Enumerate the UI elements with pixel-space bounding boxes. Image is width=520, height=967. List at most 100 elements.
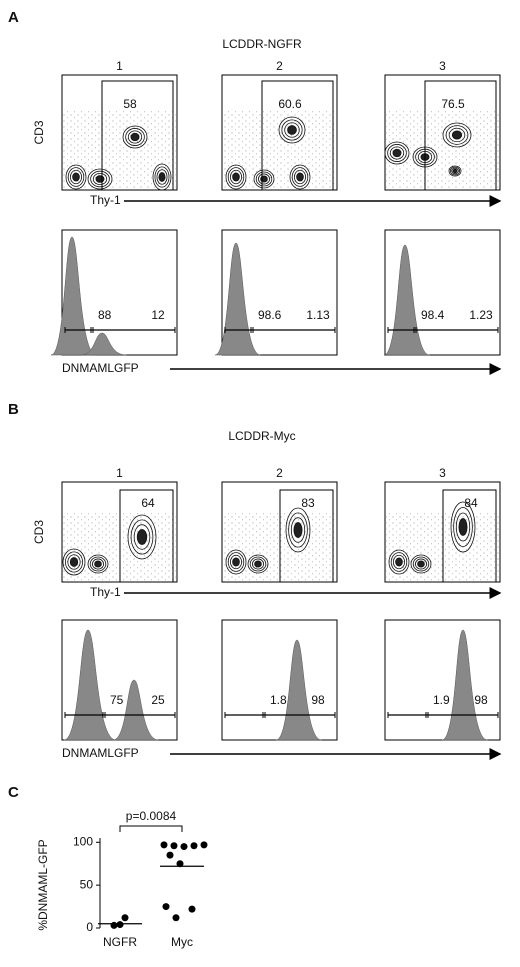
p-value: p=0.0084 <box>126 809 177 823</box>
sample-label: 3 <box>439 466 446 480</box>
data-point <box>172 914 180 922</box>
hist-right-value: 25 <box>151 693 165 707</box>
contour <box>229 554 242 570</box>
contour <box>255 171 273 187</box>
contour <box>296 172 304 182</box>
contour <box>225 549 247 575</box>
contour <box>388 549 410 575</box>
hist-left-value: 88 <box>98 308 112 322</box>
gate-value: 76.5 <box>441 97 465 111</box>
contour <box>291 167 309 187</box>
contour <box>293 522 303 538</box>
dot-plot-events <box>386 109 499 189</box>
contour <box>87 554 109 574</box>
gate <box>279 489 334 583</box>
data-point <box>176 860 184 868</box>
sample-label: 2 <box>276 466 283 480</box>
contour <box>452 168 458 174</box>
contour <box>130 519 154 555</box>
histogram-peak <box>383 244 430 356</box>
hist-right-value: 98 <box>474 693 488 707</box>
contour <box>453 507 473 547</box>
hist-right-value: 98 <box>311 693 325 707</box>
contour <box>154 166 170 188</box>
gate <box>119 489 174 583</box>
gate-value: 58 <box>123 97 137 111</box>
contour <box>450 501 476 553</box>
hist-left-value: 1.9 <box>433 693 450 707</box>
contour <box>392 148 402 158</box>
contour <box>289 164 311 190</box>
panel-letter: B <box>8 401 19 418</box>
contour <box>412 556 430 572</box>
contour <box>67 554 81 570</box>
contour <box>225 164 247 190</box>
contour <box>281 119 303 141</box>
contour <box>384 141 410 165</box>
contour <box>158 172 166 182</box>
contour <box>395 557 403 567</box>
contour <box>130 132 140 142</box>
contour <box>136 529 148 545</box>
histogram-peak <box>441 629 488 741</box>
hist-left-value: 98.4 <box>421 308 445 322</box>
contour <box>94 560 102 568</box>
sample-label: 2 <box>276 59 283 73</box>
contour <box>449 166 461 176</box>
contour <box>227 167 245 187</box>
contour <box>253 169 275 189</box>
y-tick-label: 0 <box>86 920 93 934</box>
contour <box>65 164 87 190</box>
y-tick-label: 50 <box>80 877 94 891</box>
contour <box>62 548 86 576</box>
contour <box>448 127 466 143</box>
contour <box>122 125 148 149</box>
data-point <box>116 921 124 929</box>
gate <box>261 80 334 191</box>
hist-left-value: 1.8 <box>270 693 287 707</box>
contour <box>127 130 143 144</box>
panel-title: LCDDR-Myc <box>228 429 295 443</box>
data-point <box>166 851 174 859</box>
data-point <box>170 842 178 850</box>
histogram-peak <box>112 679 159 741</box>
sample-label: 1 <box>116 466 123 480</box>
x-axis-label: Thy-1 <box>90 585 121 599</box>
contour <box>156 169 168 185</box>
data-point <box>180 843 188 851</box>
gate <box>442 489 497 583</box>
histogram-peak <box>50 236 97 356</box>
contour <box>90 170 110 188</box>
contour <box>249 556 267 572</box>
contour <box>229 169 242 185</box>
contour <box>455 512 471 542</box>
data-point <box>188 905 196 913</box>
y-axis-label: %DNMAML-GFP <box>36 839 50 930</box>
histogram-frame <box>384 619 501 741</box>
hist-right-value: 1.23 <box>469 308 493 322</box>
contour <box>392 554 405 570</box>
contour <box>127 514 157 560</box>
contour <box>284 122 300 138</box>
contour <box>293 169 306 185</box>
contour <box>458 518 468 536</box>
y-axis-label: CD3 <box>32 520 46 544</box>
contour <box>69 557 79 567</box>
contour <box>92 558 105 570</box>
hist-left-value: 98.6 <box>258 308 282 322</box>
contour <box>72 172 80 182</box>
contour <box>65 551 83 573</box>
contour <box>285 507 311 553</box>
contour <box>288 512 308 548</box>
contour <box>257 173 270 185</box>
hist-left-value: 75 <box>110 693 124 707</box>
gate-value: 60.6 <box>278 97 302 111</box>
contour <box>278 116 306 144</box>
hist-axis-label: DNMAMLGFP <box>62 746 139 760</box>
gate <box>101 80 174 191</box>
hist-right-value: 12 <box>151 308 165 322</box>
contour <box>448 165 462 177</box>
gate-value: 83 <box>301 496 315 510</box>
contour <box>227 552 245 572</box>
